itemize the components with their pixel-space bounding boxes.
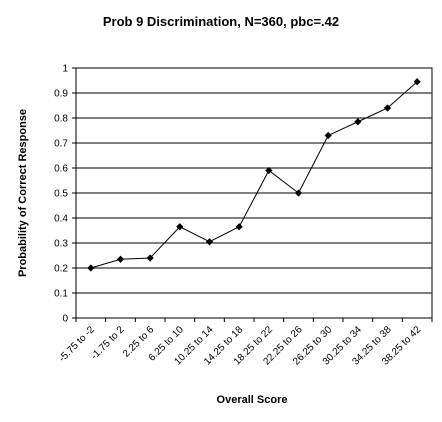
- data-point: [354, 118, 362, 126]
- data-point: [235, 223, 243, 231]
- data-point: [294, 189, 303, 197]
- plot-area: [75, 67, 433, 319]
- x-tick-label: -5.75 to -2: [57, 324, 97, 364]
- y-tick-label: 0.3: [54, 239, 68, 250]
- y-tick-label: 0.5: [54, 189, 68, 200]
- y-tick-labels: 0 0.1 0.2 0.3 0.4 0.5 0.6 0.7 0.8 0.9 1: [54, 64, 76, 325]
- x-tick-labels: -5.75 to -2-1.75 to 22.25 to 66.25 to 10…: [57, 318, 433, 368]
- x-axis-label: Overall Score: [217, 394, 288, 406]
- data-point: [413, 78, 421, 86]
- y-tick-label: 0.8: [54, 114, 68, 125]
- data-point: [383, 104, 392, 112]
- data-point: [324, 131, 332, 140]
- y-tick-label: 0.6: [54, 164, 68, 175]
- chart-title: Prob 9 Discrimination, N=360, pbc=.42: [103, 14, 339, 29]
- y-tick-label: 0: [62, 314, 68, 325]
- y-tick-label: 0.7: [54, 139, 68, 150]
- data-point: [87, 264, 95, 272]
- series-line: [90, 81, 418, 269]
- gridlines: [76, 92, 432, 294]
- x-tick-label: -1.75 to 2: [89, 324, 127, 362]
- y-tick-label: 1: [62, 64, 68, 75]
- data-point: [176, 223, 184, 231]
- data-point: [265, 166, 273, 175]
- y-tick-label: 0.2: [54, 264, 68, 275]
- data-point: [116, 255, 125, 263]
- y-tick-label: 0.1: [54, 289, 68, 300]
- data-point: [205, 238, 214, 246]
- y-tick-label: 0.4: [54, 214, 68, 225]
- data-points: [87, 78, 421, 272]
- y-axis-label: Probability of Correct Response: [17, 109, 29, 277]
- data-point: [146, 254, 154, 262]
- y-tick-label: 0.9: [54, 89, 68, 100]
